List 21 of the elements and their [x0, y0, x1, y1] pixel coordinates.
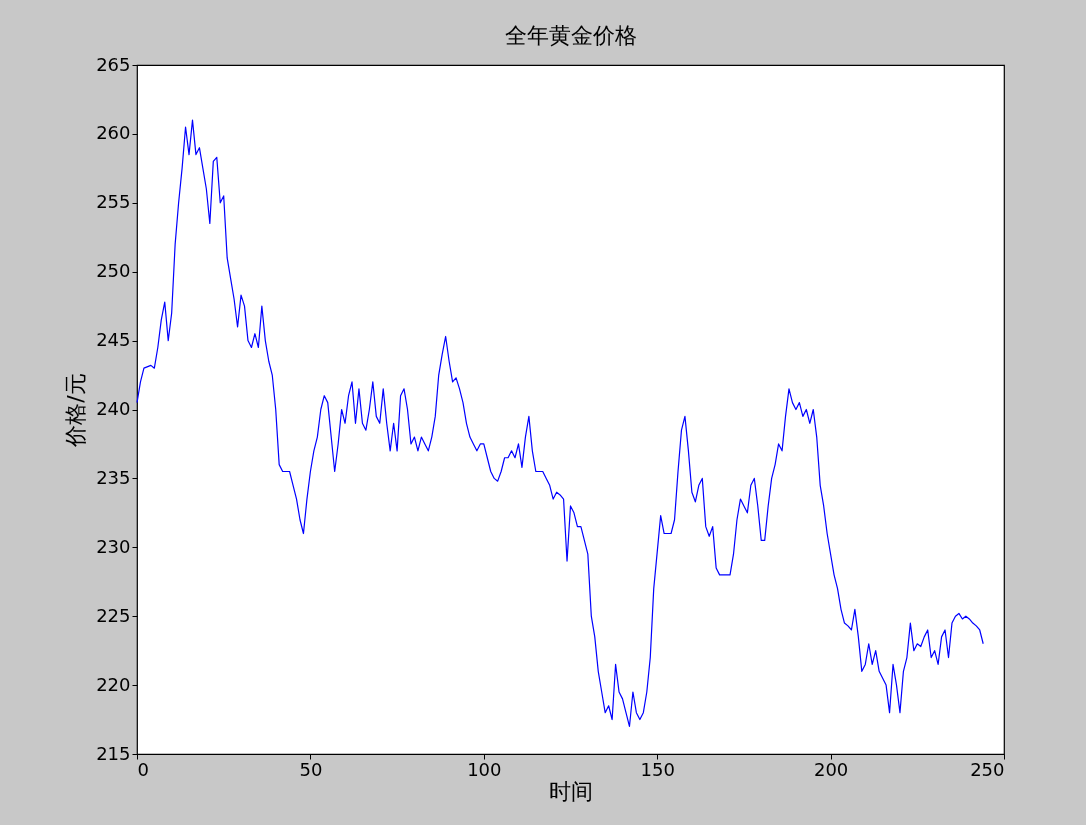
y-tick-label: 240	[96, 398, 131, 419]
y-tick-label: 215	[96, 742, 131, 764]
x-tick-label: 250	[970, 758, 1005, 780]
x-tick-label: 50	[299, 758, 323, 780]
y-tick-label: 225	[96, 604, 131, 626]
x-tick-label: 100	[467, 758, 502, 780]
chart-title: 全年黄金价格	[504, 23, 637, 48]
y-tick-label: 220	[96, 673, 131, 695]
line-series	[136, 119, 984, 728]
y-tick-label: 260	[96, 122, 131, 144]
y-axis-title: 价格/元	[63, 373, 89, 448]
y-tick-label: 230	[96, 535, 131, 557]
y-tick-label: 245	[96, 329, 131, 351]
x-axis-title: 时间	[549, 778, 593, 804]
x-tick-label: 200	[813, 758, 849, 780]
y-tick-label: 265	[96, 53, 131, 75]
y-tick-label: 250	[96, 260, 131, 282]
x-tick-label: 150	[640, 758, 675, 780]
y-tick-label: 235	[96, 466, 131, 488]
y-tick-label: 255	[96, 191, 131, 213]
x-tick-label: 0	[137, 758, 149, 780]
